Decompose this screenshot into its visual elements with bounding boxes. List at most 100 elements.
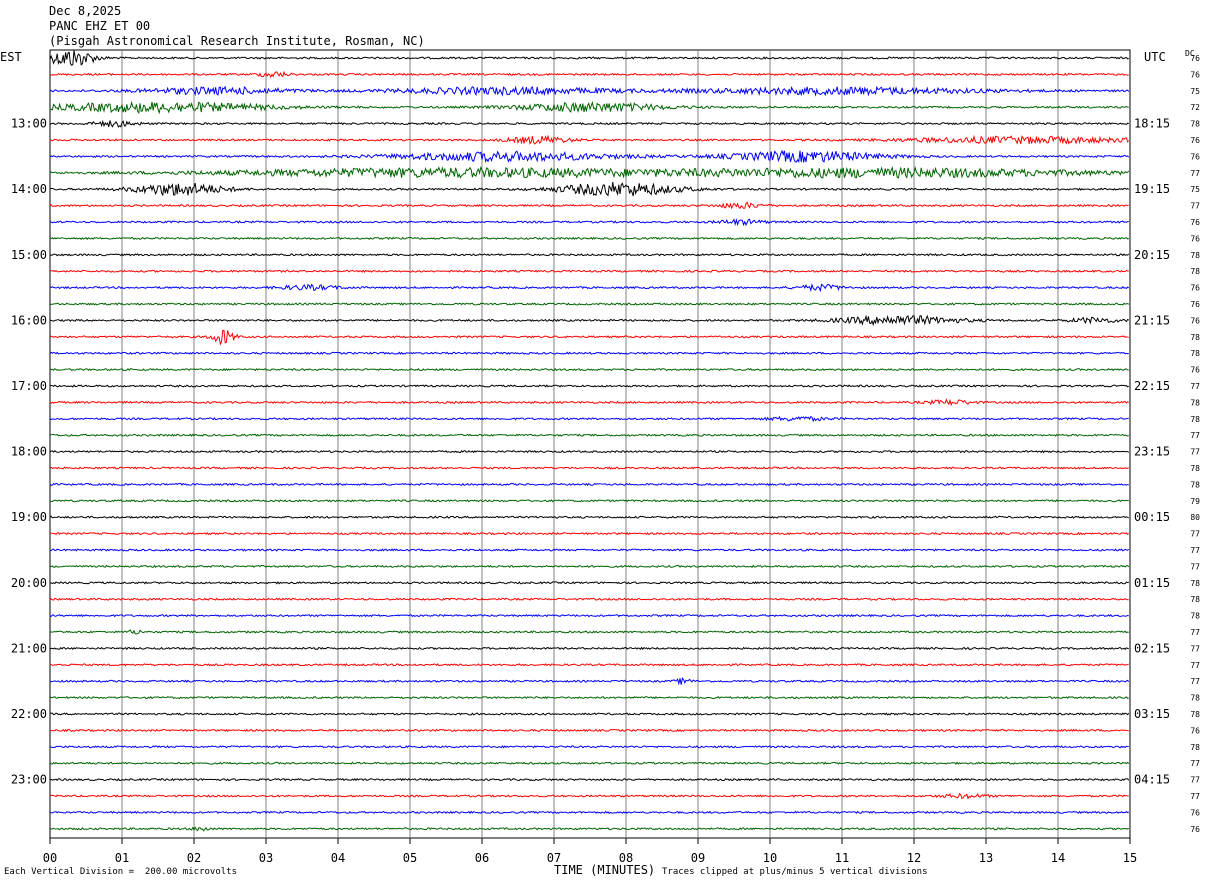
left-axis-title: EST: [0, 50, 22, 64]
header-date: Dec 8,2025: [49, 4, 122, 18]
seismic-trace: [49, 613, 1129, 618]
header-station: PANC EHZ ET 00: [49, 19, 151, 33]
seismic-trace: [49, 449, 1130, 454]
x-tick-label: 04: [331, 851, 345, 865]
x-tick-label: 07: [547, 851, 561, 865]
seismic-trace: [49, 70, 1129, 79]
utc-hour-label: 03:15: [1134, 707, 1170, 721]
x-tick-label: 05: [403, 851, 417, 865]
seismic-trace: [49, 253, 1130, 257]
x-tick-label: 10: [763, 851, 777, 865]
dc-offset-label: 77: [1190, 448, 1200, 457]
plot-frame: [49, 49, 1131, 839]
seismic-trace: [49, 777, 1130, 782]
seismic-trace: [49, 134, 1130, 145]
seismic-trace: [49, 597, 1129, 601]
seismic-trace: [49, 646, 1129, 651]
seismic-trace: [49, 564, 1130, 569]
dc-offset-label: 76: [1190, 152, 1200, 161]
seismic-trace: [49, 351, 1129, 355]
x-tick-label: 12: [907, 851, 921, 865]
dc-offset-label: 78: [1190, 595, 1200, 604]
seismic-trace: [49, 499, 1129, 503]
dc-offset-label: 78: [1190, 415, 1200, 424]
est-hour-label: 16:00: [11, 313, 47, 327]
seismic-trace: [49, 629, 1129, 635]
utc-hour-label: 23:15: [1134, 445, 1170, 459]
dc-offset-label: 75: [1190, 87, 1200, 96]
dc-offset-label: 78: [1190, 333, 1200, 342]
clip-note: Traces clipped at plus/minus 5 vertical …: [662, 867, 928, 877]
dc-offset-label: 78: [1190, 579, 1200, 588]
dc-offset-label: 76: [1190, 234, 1200, 243]
dc-offset-label: 76: [1190, 366, 1200, 375]
dc-offset-label: 78: [1190, 251, 1200, 260]
dc-offset-label: 78: [1190, 612, 1200, 621]
seismic-trace: [49, 329, 1129, 346]
dc-offset-label: 78: [1190, 694, 1200, 703]
seismic-trace: [49, 217, 1129, 227]
seismic-trace: [49, 728, 1129, 733]
dc-offset-label: 77: [1190, 759, 1200, 768]
est-hour-label: 20:00: [11, 576, 47, 590]
dc-offset-label: 78: [1190, 710, 1200, 719]
x-tick-label: 01: [115, 851, 129, 865]
utc-hour-label: 22:15: [1134, 379, 1170, 393]
dc-offset-label: 77: [1190, 661, 1200, 670]
seismic-trace: [49, 745, 1129, 749]
seismic-trace: [49, 236, 1130, 241]
dc-offset-label: 79: [1190, 497, 1200, 506]
seismic-trace: [49, 367, 1129, 372]
dc-offset-label: 76: [1190, 54, 1200, 63]
dc-offset-label: 77: [1190, 644, 1200, 653]
dc-offset-label: 76: [1190, 726, 1200, 735]
x-tick-label: 03: [259, 851, 273, 865]
seismic-trace: [49, 201, 1129, 210]
seismic-trace: [49, 515, 1130, 519]
seismic-trace: [49, 581, 1129, 585]
x-tick-label: 11: [835, 851, 849, 865]
dc-offset-label: 77: [1190, 202, 1200, 211]
dc-offset-label: 77: [1190, 546, 1200, 555]
seismic-trace: [49, 149, 1130, 164]
seismic-trace: [49, 50, 1129, 66]
est-hour-label: 13:00: [11, 117, 47, 131]
x-tick-label: 00: [43, 851, 57, 865]
seismic-trace: [49, 165, 1130, 179]
seismic-trace: [49, 531, 1130, 536]
dc-offset-label: 77: [1190, 382, 1200, 391]
dc-offset-label: 76: [1190, 316, 1200, 325]
seismic-trace: [49, 398, 1130, 407]
seismic-trace: [49, 269, 1129, 273]
dc-offset-label: 78: [1190, 743, 1200, 752]
utc-hour-label: 04:15: [1134, 773, 1170, 787]
seismic-trace: [49, 761, 1130, 765]
utc-hour-label: 18:15: [1134, 117, 1170, 131]
dc-offset-label: 76: [1190, 825, 1200, 834]
est-hour-label: 17:00: [11, 379, 47, 393]
seismic-trace: [49, 826, 1130, 832]
x-tick-label: 15: [1123, 851, 1137, 865]
dc-offset-label: 77: [1190, 792, 1200, 801]
utc-hour-label: 20:15: [1134, 248, 1170, 262]
dc-offset-label: 76: [1190, 136, 1200, 145]
est-hour-label: 19:00: [11, 510, 47, 524]
seismic-trace: [49, 712, 1130, 716]
header-location: (Pisgah Astronomical Research Institute,…: [49, 34, 425, 48]
dc-offset-label: 80: [1190, 513, 1200, 522]
x-tick-label: 14: [1051, 851, 1065, 865]
dc-offset-label: 78: [1190, 480, 1200, 489]
seismic-trace: [49, 677, 1130, 686]
scale-note: Each Vertical Division = 200.00 microvol…: [4, 867, 237, 877]
seismic-trace: [49, 283, 1130, 293]
seismic-trace: [49, 384, 1130, 388]
est-hour-label: 15:00: [11, 248, 47, 262]
est-hour-label: 22:00: [11, 707, 47, 721]
seismic-trace: [49, 482, 1129, 487]
right-axis-title: UTC: [1144, 50, 1166, 64]
est-hour-label: 23:00: [11, 773, 47, 787]
dc-offset-label: 72: [1190, 103, 1200, 112]
dc-offset-label: 77: [1190, 431, 1200, 440]
x-tick-label: 13: [979, 851, 993, 865]
dc-offset-label: 78: [1190, 120, 1200, 129]
